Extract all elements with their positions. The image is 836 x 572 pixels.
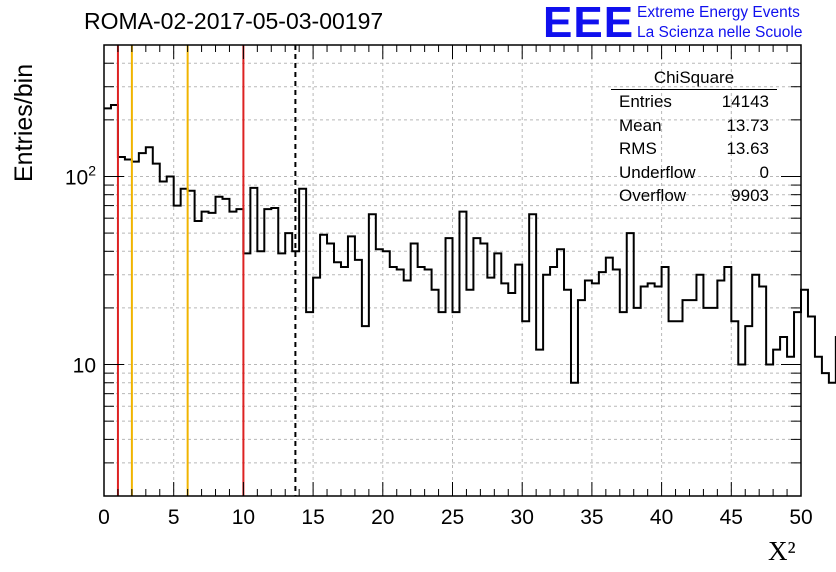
x-tick-label: 0 [98, 506, 110, 529]
stats-label: Underflow [619, 162, 696, 182]
stats-label: Mean [619, 115, 662, 135]
stats-value: 13.73 [726, 115, 769, 135]
reference-lines-layer [116, 45, 297, 496]
stats-row: Underflow 0 [611, 161, 777, 185]
stats-label: RMS [619, 139, 657, 158]
stats-row: Entries 14143 [611, 90, 777, 114]
y-tick-exponent: 2 [88, 162, 96, 178]
eee-logo: EEE [543, 0, 635, 47]
stats-value: 9903 [731, 186, 769, 205]
x-tick-label: 20 [371, 506, 394, 529]
stats-box: ChiSquare Entries 14143 Mean 13.73 RMS 1… [611, 66, 777, 208]
stats-row: RMS 13.63 [611, 137, 777, 161]
logo-line-2: La Scienza nelle Scuole [637, 24, 803, 41]
stats-label: Overflow [619, 186, 687, 205]
logo-line-1: Extreme Energy Events [637, 4, 800, 21]
y-axis-label: Entries/bin [10, 63, 38, 182]
x-tick-label: 35 [580, 506, 603, 529]
x-axis-label: Χ² [768, 536, 796, 566]
x-tick-label: 45 [720, 506, 743, 529]
x-tick-label: 40 [650, 506, 673, 529]
x-tick-label: 50 [789, 506, 812, 529]
x-tick-label: 10 [232, 506, 255, 529]
stats-value: 0 [759, 162, 769, 182]
stats-label: Entries [619, 92, 672, 111]
chart-title: ROMA-02-2017-05-03-00197 [84, 8, 384, 34]
stats-row: Mean 13.73 [611, 114, 777, 138]
stats-value: 13.63 [726, 139, 769, 158]
stats-header: ChiSquare [611, 66, 777, 90]
x-tick-label: 25 [441, 506, 464, 529]
x-tick-label: 15 [301, 506, 324, 529]
y-tick-label: 10 [73, 355, 96, 378]
x-tick-label: 30 [511, 506, 534, 529]
grid-layer [104, 44, 801, 497]
stats-value: 14143 [721, 92, 769, 111]
x-tick-label: 5 [168, 506, 180, 529]
stats-row: Overflow 9903 [611, 184, 777, 208]
y-tick-label: 102 [65, 162, 96, 189]
